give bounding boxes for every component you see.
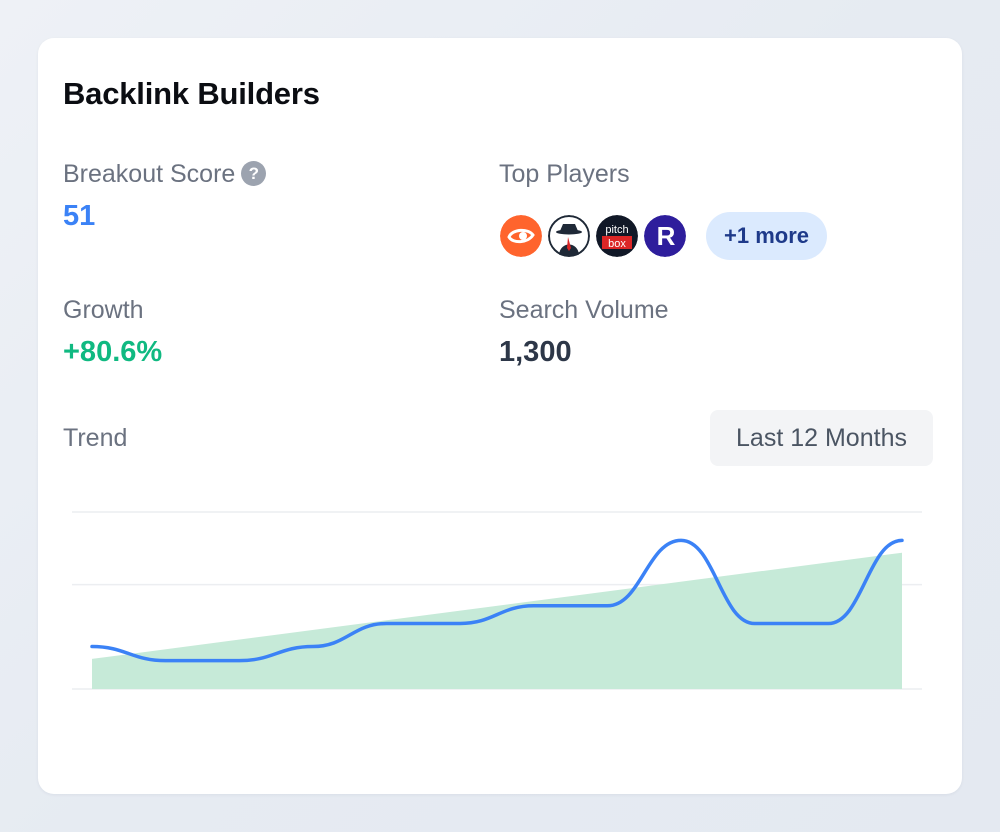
time-range-button[interactable]: Last 12 Months [710,410,933,466]
top-players-label: Top Players [499,160,630,188]
search-volume-label: Search Volume [499,296,669,324]
spy-icon[interactable] [548,215,590,257]
trend-label: Trend [63,424,128,452]
help-icon[interactable]: ? [241,161,267,186]
trend-chart [72,511,922,690]
breakout-score-value: 51 [63,200,96,232]
breakout-score-label: Breakout Score? [63,160,267,189]
search-volume-value: 1,300 [499,336,572,368]
pitchbox-icon[interactable]: pitch box [596,215,638,257]
pitchbox-bottom-text: box [608,238,626,250]
trendline-area [92,552,902,689]
semrush-icon[interactable] [500,215,542,257]
trend-card: Backlink Builders Breakout Score? 51 Top… [38,38,962,794]
growth-label: Growth [63,296,144,324]
pitchbox-top-text: pitch [605,224,628,236]
trend-series-line [90,538,904,663]
top-players-list: pitch box R +1 more [500,212,827,260]
more-players-button[interactable]: +1 more [706,212,827,260]
respona-icon[interactable]: R [644,215,686,257]
card-title: Backlink Builders [63,76,320,111]
respona-letter: R [657,221,676,251]
growth-value: +80.6% [63,336,163,368]
